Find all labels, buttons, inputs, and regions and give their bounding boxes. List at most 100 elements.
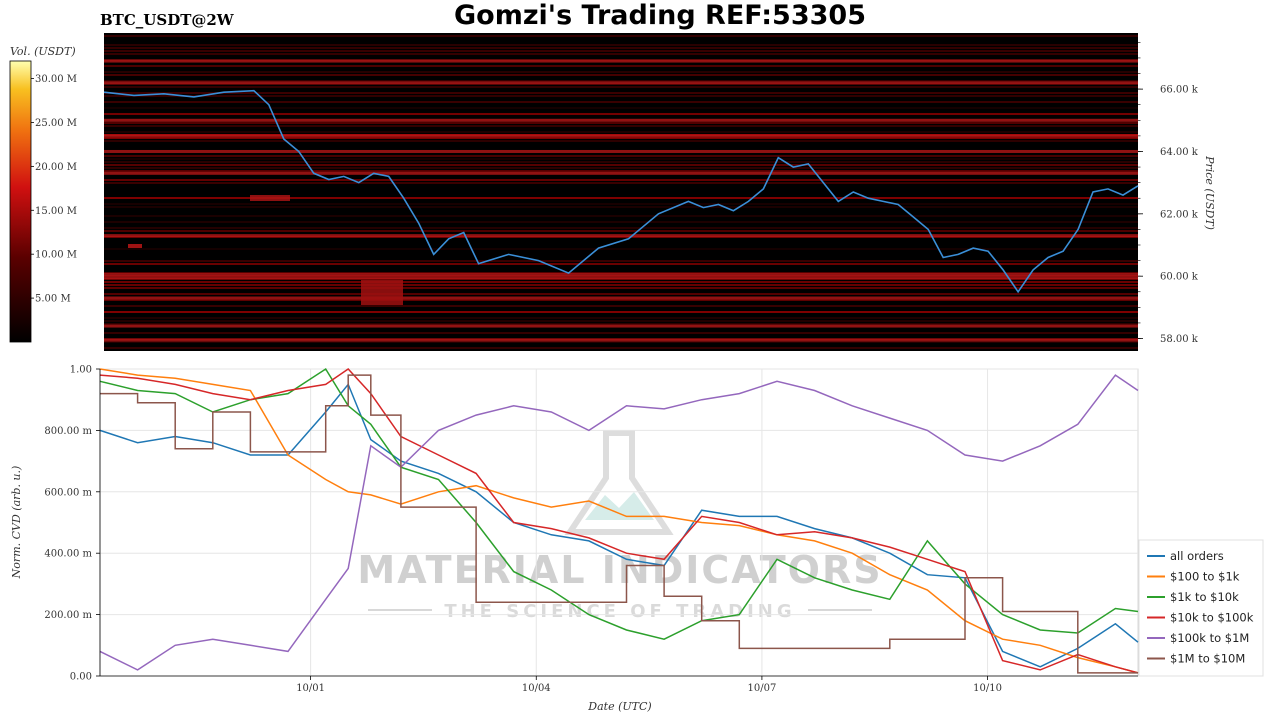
liquidity-band [104, 234, 1138, 238]
liquidity-band [104, 149, 1138, 153]
liquidity-band [104, 287, 1138, 289]
liquidity-band [104, 263, 1138, 265]
cvd-xtick-label: 10/10 [973, 683, 1002, 694]
colorbar-tick-label: 5.00 M [35, 294, 71, 305]
liquidity-band [104, 167, 1138, 169]
liquidity-band [104, 170, 1138, 172]
series-line-all-orders [99, 382, 1139, 668]
price-tick-label: 62.00 k [1160, 209, 1199, 220]
liquidity-band [104, 158, 1138, 160]
liquidity-band [104, 118, 1138, 122]
price-tick-label: 60.00 k [1160, 272, 1199, 283]
liquidity-band [104, 171, 1138, 175]
liquidity-band [104, 101, 1138, 103]
cvd-x-axis-label: Date (UTC) [587, 700, 651, 713]
series-line--10k-to-100k [99, 368, 1139, 674]
liquidity-band [104, 80, 1138, 82]
flask-liquid-icon [585, 492, 654, 520]
liquidity-band [104, 140, 1138, 142]
liquidity-band [104, 125, 1138, 127]
liquidity-block [250, 195, 290, 201]
liquidity-block [128, 244, 142, 248]
liquidity-band [104, 230, 1138, 232]
legend-label: all orders [1170, 549, 1224, 563]
series-line--100k-to-1m [99, 374, 1139, 671]
pair-label: BTC_USDT@2W [100, 11, 235, 29]
liquidity-band [104, 65, 1138, 67]
liquidity-band [104, 47, 1138, 49]
liquidity-band [104, 276, 1138, 280]
cvd-ytick-label: 0.00 [70, 672, 92, 683]
series-line--1m-to-10m [100, 374, 1138, 674]
liquidity-band [104, 74, 1138, 76]
liquidity-block [361, 280, 403, 305]
series-line--1k-to-10k [99, 367, 1139, 640]
price-axis-label: Price (USDT) [1203, 155, 1216, 230]
liquidity-band [104, 320, 1138, 322]
watermark-name: MATERIAL INDICATORS [357, 548, 882, 592]
liquidity-band [104, 35, 1138, 37]
colorbar-tick-label: 20.00 M [35, 162, 77, 173]
liquidity-band [104, 341, 1138, 343]
liquidity-band [104, 317, 1138, 319]
liquidity-band [104, 281, 1138, 283]
material-indicators-watermark: MATERIAL INDICATORS THE SCIENCE OF TRADI… [357, 430, 882, 622]
legend: all orders $100 to $1k $1k to $10k $10k to … [1138, 539, 1264, 677]
liquidity-band [104, 221, 1138, 223]
price-tick-label: 66.00 k [1160, 85, 1199, 96]
cvd-ytick-label: 1.00 [70, 365, 92, 376]
cvd-ytick-label: 800.00 m [44, 426, 92, 437]
liquidity-band [104, 53, 1138, 55]
liquidity-band [104, 50, 1138, 52]
cvd-xtick-label: 10/04 [522, 683, 551, 694]
liquidity-band [104, 179, 1138, 181]
cvd-ytick-label: 400.00 m [44, 549, 92, 560]
liquidity-band [104, 155, 1138, 157]
liquidity-band [104, 215, 1138, 217]
liquidity-band [104, 284, 1138, 286]
liquidity-band [104, 131, 1138, 133]
cvd-xtick-label: 10/01 [296, 683, 325, 694]
watermark-tagline: THE SCIENCE OF TRADING [444, 601, 795, 622]
liquidity-band [104, 206, 1138, 208]
liquidity-band [104, 324, 1138, 328]
liquidity-band [104, 137, 1138, 139]
legend-box [1138, 539, 1264, 677]
liquidity-band [104, 203, 1138, 205]
liquidity-band [104, 305, 1138, 307]
cvd-y-axis-label: Norm. CVD (arb. u.) [10, 466, 23, 580]
liquidity-band [104, 92, 1138, 94]
cvd-panel: 0.00 200.00 m 400.00 m 600.00 m 800.00 m 1.00… [10, 365, 1139, 713]
legend-label: $1M to $10M [1170, 652, 1245, 666]
legend-label: $100 to $1k [1170, 570, 1240, 584]
colorbar-tick-label: 25.00 M [35, 118, 77, 129]
heatmap-panel: 58.00 k 60.00 k 62.00 k 64.00 k 66.00 k Pric… [103, 33, 1216, 351]
liquidity-band [104, 197, 1138, 199]
liquidity-band [104, 59, 1138, 63]
liquidity-band [104, 338, 1138, 342]
price-tick-label: 58.00 k [1160, 334, 1199, 345]
liquidity-band [104, 273, 1138, 277]
liquidity-band [104, 260, 1138, 262]
liquidity-band [104, 71, 1138, 73]
flask-icon [564, 430, 674, 535]
cvd-ytick-label: 200.00 m [44, 610, 92, 621]
liquidity-band [104, 311, 1138, 313]
cvd-ytick-label: 600.00 m [44, 487, 92, 498]
price-tick-label: 64.00 k [1160, 147, 1199, 158]
colorbar-tick-label: 30.00 M [35, 74, 77, 85]
colorbar-tick-label: 10.00 M [35, 250, 77, 261]
liquidity-band [104, 332, 1138, 334]
liquidity-band [104, 107, 1138, 109]
liquidity-band [104, 95, 1138, 97]
legend-label: $100k to $1M [1170, 631, 1249, 645]
legend-label: $10k to $100k [1170, 611, 1254, 625]
legend-label: $1k to $10k [1170, 590, 1239, 604]
liquidity-band [104, 81, 1138, 85]
colorbar-label: Vol. (USDT) [10, 45, 76, 58]
chart-title: Gomzi's Trading REF:53305 [454, 0, 866, 31]
liquidity-band [104, 113, 1138, 115]
liquidity-band [104, 323, 1138, 325]
price-line [103, 89, 1139, 294]
